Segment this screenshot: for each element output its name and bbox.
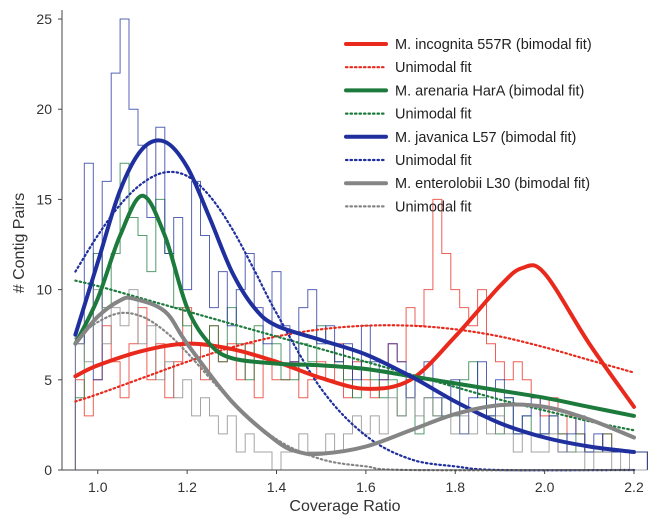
legend-bimodal-label: M. incognita 557R (bimodal fit) — [395, 37, 592, 53]
x-tick-label: 1.6 — [356, 479, 376, 495]
bimodal-fit-line-4 — [73, 295, 636, 457]
legend-unimodal-label: Unimodal fit — [395, 199, 472, 215]
legend-bimodal-label: M. javanica L57 (bimodal fit) — [395, 130, 576, 146]
legend-unimodal-label: Unimodal fit — [395, 153, 472, 169]
legend: M. incognita 557R (bimodal fit) Unimodal … — [344, 37, 592, 215]
y-axis-label: # Contig Pairs — [11, 193, 28, 294]
legend-unimodal-label: Unimodal fit — [395, 60, 472, 76]
y-tick-label: 15 — [36, 191, 52, 207]
bimodal-fit-line-2 — [73, 193, 636, 418]
bimodal-fit-line-1 — [73, 263, 636, 409]
legend-bimodal-label: M. enterolobii L30 (bimodal fit) — [395, 176, 590, 192]
y-tick-label: 5 — [44, 372, 52, 388]
histogram-4 — [74, 289, 648, 471]
bimodal-fit-line-3 — [73, 138, 636, 454]
x-tick-label: 2.0 — [535, 479, 555, 495]
fit-curves-layer — [73, 138, 636, 472]
axes: 1.0 1.2 1.4 1.6 1.8 2.0 2.2 0 5 10 15 20 25 — [36, 10, 644, 495]
x-tick-label: 1.8 — [446, 479, 466, 495]
legend-bimodal-label: M. arenaria HarA (bimodal fit) — [395, 83, 584, 99]
legend-unimodal-label: Unimodal fit — [395, 107, 472, 123]
x-tick-label: 2.2 — [624, 479, 644, 495]
y-tick-label: 25 — [36, 11, 52, 27]
unimodal-fit-line-1 — [74, 324, 636, 403]
unimodal-fit-line-3 — [74, 170, 636, 472]
unimodal-fit-line-2 — [74, 279, 636, 432]
y-tick-label: 0 — [44, 462, 52, 478]
x-axis-label: Coverage Ratio — [289, 498, 400, 515]
x-tick-label: 1.0 — [88, 479, 108, 495]
y-tick-label: 10 — [36, 282, 52, 298]
x-tick-label: 1.4 — [267, 479, 287, 495]
x-tick-label: 1.2 — [177, 479, 197, 495]
y-tick-label: 20 — [36, 101, 52, 117]
unimodal-fit-line-4 — [74, 311, 636, 472]
